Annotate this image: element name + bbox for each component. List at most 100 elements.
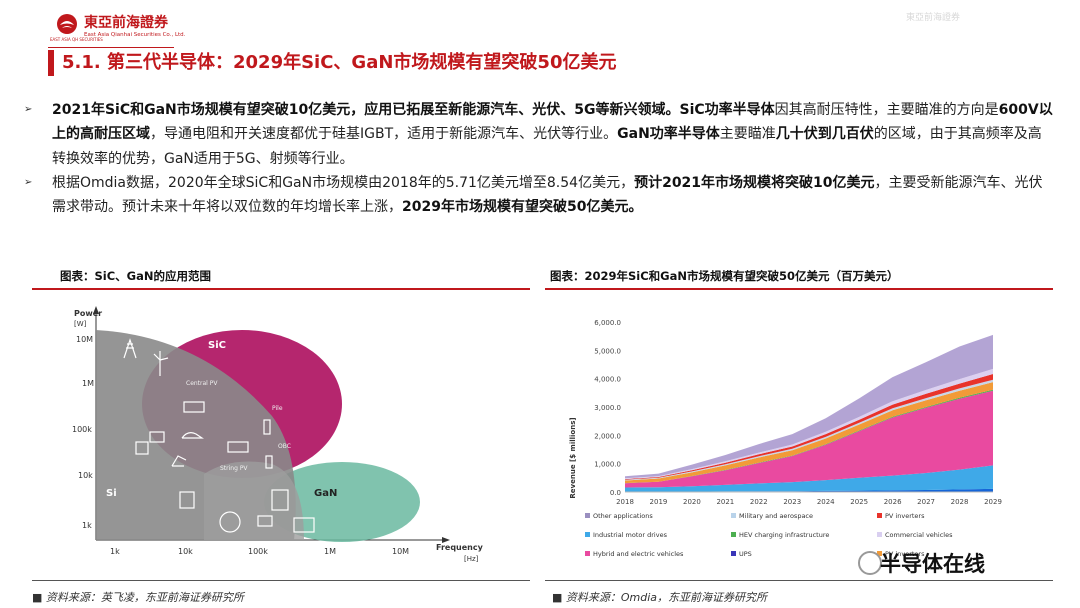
legend-label: Military and aerospace: [739, 512, 813, 520]
si-label: Si: [106, 488, 117, 499]
robot-arm-icon: [171, 455, 187, 467]
legend-label: HEV charging infrastructure: [739, 531, 829, 539]
legend-swatch: [585, 532, 590, 537]
area-series: [625, 465, 993, 492]
y-tick-label: 2,000.0: [594, 432, 621, 440]
x-tick-label: 2020: [683, 498, 701, 506]
bullet-bold-text: 几十伏到几百伏: [775, 126, 874, 143]
right-figure-bottom-rule: [545, 580, 1053, 581]
x-tick-label: 2023: [783, 498, 801, 506]
title-accent-bar: [48, 50, 54, 76]
top-watermark: 東亞前海證券: [906, 13, 961, 23]
string-pv-label: String PV: [220, 465, 248, 472]
legend-label: Other applications: [593, 512, 653, 520]
area-series: [625, 334, 993, 479]
transmission-tower-icon: [123, 338, 137, 359]
chart-ylabel: Revenue [$ millions]: [569, 417, 577, 498]
y-axis-title: Power: [74, 309, 102, 318]
obc-label: OBC: [278, 443, 291, 450]
x-tick-label: 2029: [984, 498, 1002, 506]
bullet-bold-text: GaN功率半导体: [617, 126, 720, 143]
x-tick-label: 2021: [716, 498, 734, 506]
central-pv-label: Central PV: [186, 380, 218, 387]
pile-label: Pile: [272, 405, 283, 412]
sic-gan-application-diagram: Power [W] Frequency [Hz] 10M 1M 100k 10k…: [72, 306, 484, 563]
charging-pile-icon: [263, 419, 271, 435]
server-icon: [271, 489, 289, 511]
ev-car-icon: [181, 432, 204, 439]
bullet-text: 的区域，由于其高频率及高转换效率的优势，GaN适用于5G、射频等行业。: [52, 126, 1042, 167]
train-icon: [149, 431, 165, 443]
market-size-area-chart: Revenue [$ millions] 0.0 1,000.0 2,000.0 3,…: [569, 319, 1002, 558]
right-figure-source: ■ 资料来源：Omdia，东亚前海证券研究所: [552, 591, 768, 604]
left-figure-source: ■ 资料来源：英飞凌，东亚前海证券研究所: [32, 591, 244, 604]
area-series: [625, 382, 993, 484]
x-tick-label: 2022: [750, 498, 768, 506]
company-logo: 東亞前海證券 East Asia Qianhai Securities Co.,…: [48, 11, 208, 43]
legend-label: Industrial motor drives: [593, 531, 668, 539]
watermark-text: 半导体在线: [880, 552, 985, 576]
area-series: [625, 390, 993, 488]
x-tick-label: 2025: [850, 498, 868, 506]
adapter-icon: [257, 515, 273, 527]
y-tick-label: 1,000.0: [594, 461, 621, 469]
legend-label: Hybrid and electric vehicles: [593, 550, 684, 558]
factory-icon: [135, 441, 149, 455]
bullet-marker-icon: ➢: [24, 176, 33, 188]
x-tick-label: 2028: [951, 498, 969, 506]
x-tick: 100k: [248, 547, 268, 556]
washing-machine-icon: [179, 491, 195, 509]
y-tick-label: 3,000.0: [594, 404, 621, 412]
y-tick: 10M: [76, 335, 93, 344]
x-tick: 1M: [324, 547, 336, 556]
y-axis-arrow-icon: [93, 306, 99, 314]
bullet-bold-text: 2029年市场规模有望突破50亿美元。: [402, 199, 643, 216]
right-caption-rule: [545, 288, 1053, 290]
bullet-bold-text: 2021年SiC和GaN市场规模有望突破10亿美元，应用已拓展至新能源汽车、光伏…: [52, 102, 680, 118]
x-tick-label: 2026: [884, 498, 902, 506]
bullet-bold-text: SiC功率半导体: [679, 102, 775, 118]
bullet-bold-text: 预计2021年市场规模将突破10亿美元: [634, 174, 875, 191]
y-tick: 1M: [82, 379, 94, 388]
legend-swatch: [877, 532, 882, 537]
logo-small-text: EAST ASIA QH SECURITIES: [50, 37, 103, 42]
logo-underline: [48, 47, 174, 48]
wechat-logo-icon: [858, 551, 882, 575]
gan-label: GaN: [314, 488, 337, 499]
y-tick-label: 0.0: [610, 489, 621, 497]
y-tick-label: 6,000.0: [594, 319, 621, 327]
area-series: [625, 488, 993, 492]
left-figure-bottom-rule: [32, 580, 530, 581]
obc-charger-icon: [265, 455, 273, 469]
legend-swatch: [731, 532, 736, 537]
bullet-text: 根据Omdia数据，2020年全球SiC和GaN市场规模由2018年的5.71亿…: [52, 174, 635, 191]
x-tick-label: 2019: [650, 498, 668, 506]
fan-icon: [219, 511, 241, 533]
bullet-text: ，导通电阻和开关速度都优于硅基IGBT，适用于新能源汽车、光伏等行业。: [150, 126, 618, 143]
wind-turbine-icon: [153, 351, 169, 376]
y-tick-label: 5,000.0: [594, 347, 621, 355]
x-axis-arrow-icon: [442, 537, 450, 543]
y-tick: 100k: [72, 425, 92, 434]
right-figure-caption: 图表：2029年SiC和GaN市场规模有望突破50亿美元（百万美元）: [550, 269, 899, 283]
bullet-text: 主要瞄准: [719, 126, 776, 143]
bullet-text: ，主要受新能源汽车、光伏需求带动。预计未来十年将以双位数的年均增长率上涨，: [52, 174, 1043, 216]
bullet-item: ➢ 根据Omdia数据，2020年全球SiC和GaN市场规模由2018年的5.71…: [24, 171, 1054, 220]
x-tick-label: 2024: [817, 498, 835, 506]
si-sic-overlap-region: [204, 461, 304, 540]
y-tick: 10k: [78, 471, 93, 480]
x-axis-title: Frequency: [436, 543, 484, 552]
y-tick-label: 4,000.0: [594, 376, 621, 384]
x-tick-label: 2027: [917, 498, 935, 506]
sic-label: SiC: [208, 340, 226, 351]
legend-swatch: [877, 551, 882, 556]
tv-icon: [293, 517, 315, 533]
solar-panel-icon: [183, 401, 205, 413]
legend-label: PV inverters: [885, 512, 925, 520]
x-tick: 10M: [392, 547, 409, 556]
legend-swatch: [877, 513, 882, 518]
x-tick: 10k: [178, 547, 193, 556]
legend-swatch: [731, 551, 736, 556]
string-pv-panel-icon: [227, 441, 249, 453]
bullet-list: ➢ 2021年SiC和GaN市场规模有望突破10亿美元，应用已拓展至新能源汽车、光…: [24, 98, 1054, 219]
